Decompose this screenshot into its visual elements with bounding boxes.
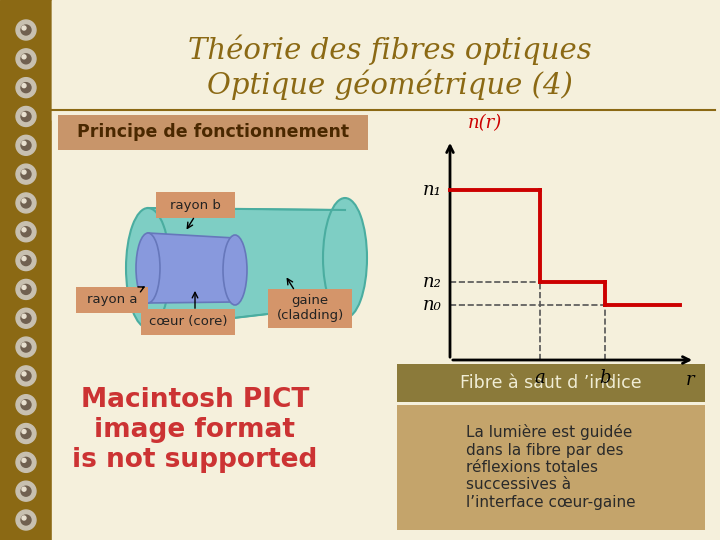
Text: rayon a: rayon a xyxy=(86,294,138,307)
Circle shape xyxy=(22,256,26,261)
Polygon shape xyxy=(148,208,345,328)
Circle shape xyxy=(21,371,31,381)
FancyBboxPatch shape xyxy=(141,309,235,335)
FancyBboxPatch shape xyxy=(397,364,705,402)
Circle shape xyxy=(16,222,36,242)
Circle shape xyxy=(22,141,26,145)
Circle shape xyxy=(16,279,36,299)
Circle shape xyxy=(16,49,36,69)
FancyBboxPatch shape xyxy=(397,405,705,530)
Text: Théorie des fibres optiques: Théorie des fibres optiques xyxy=(188,35,592,65)
Circle shape xyxy=(22,429,26,434)
Text: Optique géométrique (4): Optique géométrique (4) xyxy=(207,70,573,100)
Circle shape xyxy=(16,136,36,156)
Circle shape xyxy=(16,78,36,98)
Text: b: b xyxy=(599,369,611,387)
Circle shape xyxy=(16,308,36,328)
FancyBboxPatch shape xyxy=(156,192,235,218)
Text: a: a xyxy=(535,369,545,387)
Text: Fibre à saut d ’indice: Fibre à saut d ’indice xyxy=(460,374,642,392)
Ellipse shape xyxy=(136,233,160,303)
Circle shape xyxy=(22,199,26,203)
Circle shape xyxy=(22,487,26,491)
Bar xyxy=(0,0,52,540)
Circle shape xyxy=(16,366,36,386)
Circle shape xyxy=(16,164,36,184)
Circle shape xyxy=(22,458,26,462)
Text: n₂: n₂ xyxy=(423,273,442,291)
Circle shape xyxy=(21,342,31,352)
Text: rayon b: rayon b xyxy=(170,199,220,212)
Circle shape xyxy=(22,343,26,347)
Circle shape xyxy=(16,193,36,213)
Circle shape xyxy=(21,111,31,122)
Circle shape xyxy=(22,372,26,376)
Text: cœur (core): cœur (core) xyxy=(149,315,228,328)
Circle shape xyxy=(22,314,26,318)
Circle shape xyxy=(16,337,36,357)
Circle shape xyxy=(21,400,31,410)
Circle shape xyxy=(21,83,31,93)
Text: Principe de fonctionnement: Principe de fonctionnement xyxy=(77,123,349,141)
Circle shape xyxy=(22,26,26,30)
Circle shape xyxy=(21,313,31,323)
Circle shape xyxy=(16,20,36,40)
Circle shape xyxy=(16,423,36,443)
Circle shape xyxy=(21,255,31,266)
Circle shape xyxy=(21,515,31,525)
Ellipse shape xyxy=(223,235,247,305)
Circle shape xyxy=(21,285,31,294)
Circle shape xyxy=(22,516,26,520)
Circle shape xyxy=(21,54,31,64)
Circle shape xyxy=(16,481,36,501)
Circle shape xyxy=(22,401,26,404)
Ellipse shape xyxy=(323,198,367,318)
Text: Macintosh PICT
image format
is not supported: Macintosh PICT image format is not suppo… xyxy=(72,387,318,473)
Text: n(r): n(r) xyxy=(468,114,502,132)
Text: n₀: n₀ xyxy=(423,296,442,314)
Circle shape xyxy=(21,429,31,438)
Bar xyxy=(52,0,720,120)
Circle shape xyxy=(22,55,26,59)
FancyBboxPatch shape xyxy=(76,287,148,313)
Circle shape xyxy=(16,453,36,472)
FancyBboxPatch shape xyxy=(58,115,368,150)
Circle shape xyxy=(21,227,31,237)
Text: gaine
(cladding): gaine (cladding) xyxy=(276,294,343,322)
Circle shape xyxy=(22,286,26,289)
FancyBboxPatch shape xyxy=(268,288,352,327)
Circle shape xyxy=(21,486,31,496)
Circle shape xyxy=(16,510,36,530)
Polygon shape xyxy=(148,233,235,303)
Circle shape xyxy=(21,140,31,150)
Circle shape xyxy=(22,228,26,232)
Text: La lumière est guidée
dans la fibre par des
réflexions totales
successives à
l’i: La lumière est guidée dans la fibre par … xyxy=(466,424,636,510)
Circle shape xyxy=(16,395,36,415)
Circle shape xyxy=(21,25,31,35)
Circle shape xyxy=(21,169,31,179)
Circle shape xyxy=(16,251,36,271)
Circle shape xyxy=(22,84,26,87)
Ellipse shape xyxy=(126,208,170,328)
Text: n₁: n₁ xyxy=(423,181,442,199)
Circle shape xyxy=(21,457,31,467)
Circle shape xyxy=(22,170,26,174)
Circle shape xyxy=(22,112,26,117)
Text: r: r xyxy=(685,371,694,389)
Circle shape xyxy=(21,198,31,208)
Circle shape xyxy=(16,106,36,126)
